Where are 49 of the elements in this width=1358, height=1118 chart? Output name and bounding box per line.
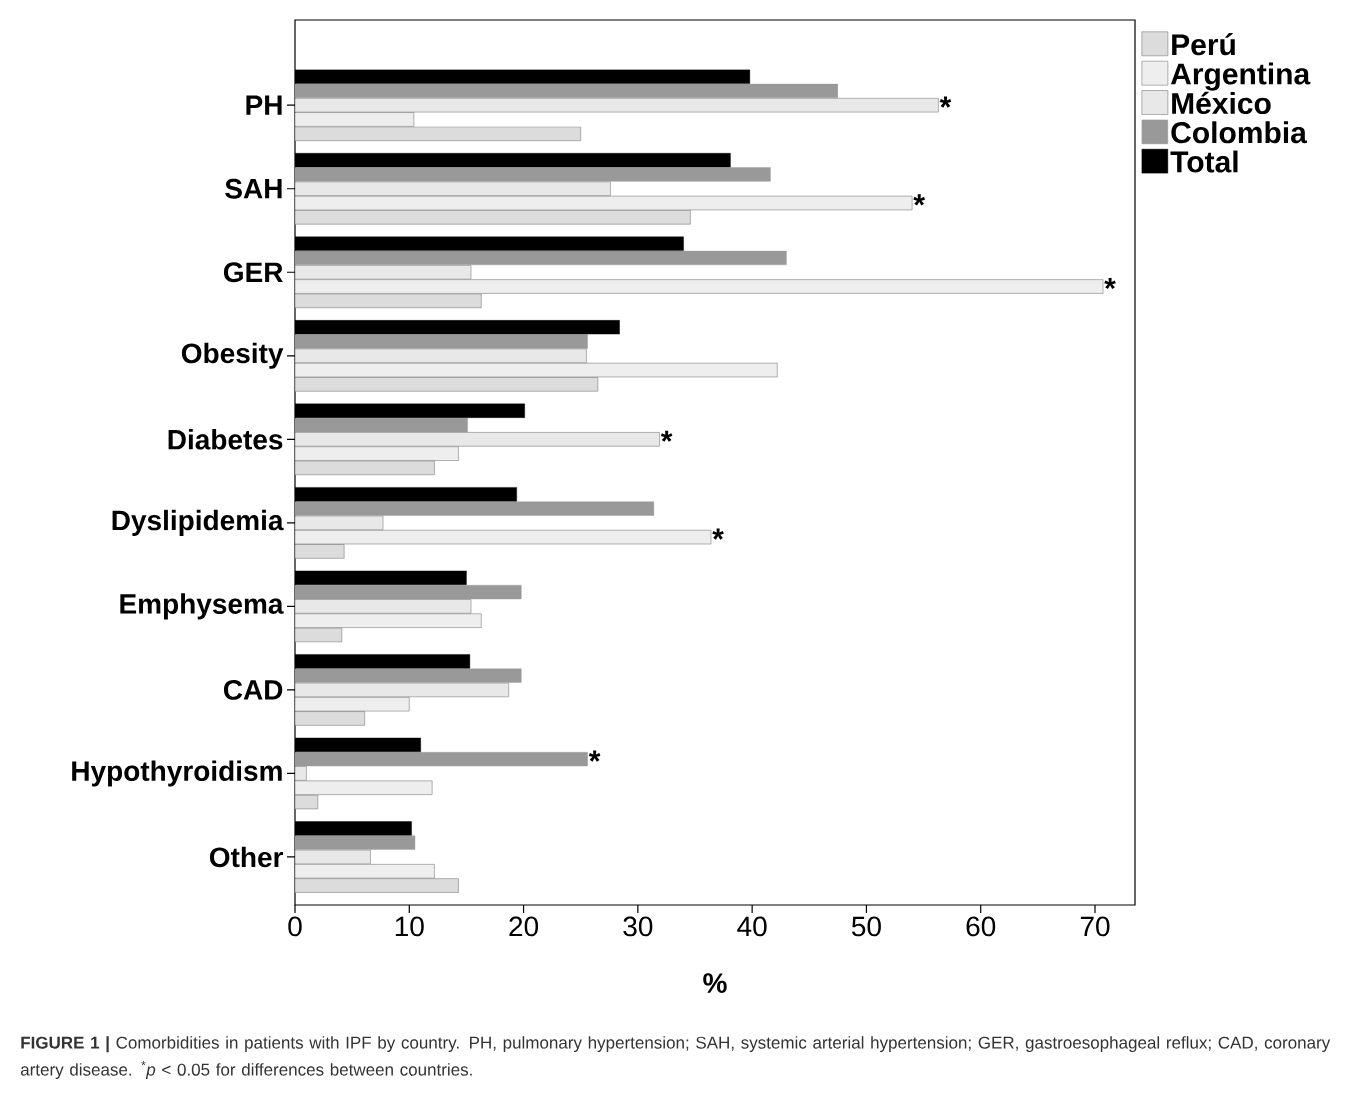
x-tick-label: 20 <box>509 916 539 937</box>
y-tick-label: PH <box>246 95 282 115</box>
bar <box>295 279 1104 294</box>
data-label: * <box>939 96 952 108</box>
bar <box>295 250 787 266</box>
x-tick-label: 30 <box>623 916 653 937</box>
bar <box>295 752 588 767</box>
x-tick-label: 60 <box>966 916 996 937</box>
data-label: * <box>913 194 925 206</box>
x-axis-title: % <box>703 973 727 993</box>
data-label: * <box>588 750 601 762</box>
legend-label: México <box>1172 91 1271 115</box>
x-tick-label: 70 <box>1080 916 1110 937</box>
data-label: * <box>712 528 724 540</box>
bar <box>295 112 415 127</box>
legend-label: Argentina <box>1170 62 1311 91</box>
y-tick-label: Obesity <box>181 342 284 369</box>
bar <box>295 544 345 559</box>
x-tick-label: 50 <box>851 916 881 937</box>
x-tick-label: 0 <box>288 916 302 937</box>
y-tick-label: Emphysema <box>120 593 284 620</box>
bar <box>295 711 366 726</box>
bar <box>295 334 588 349</box>
y-tick-label: Dyslipidemia <box>112 509 284 536</box>
y-tick-label: Diabetes <box>168 429 283 450</box>
bar <box>295 501 655 516</box>
legend-label: Perú <box>1172 33 1235 56</box>
y-tick-label: Other <box>209 846 284 868</box>
text: FIGURE 1 | Comorbidities in patients with IPF by country. PH, pulmonary hypertension; SAH, systemic arterial hypertension; GER, gastroesophageal reflux; CAD, coronary artery disease. $^{*}$p < 0.05 for differences between countries. <box>20 1036 1331 1080</box>
data-label: * <box>660 430 673 442</box>
bar <box>295 585 522 600</box>
legend-label: Colombia <box>1171 121 1308 144</box>
y-tick-label: Hypothyroidism <box>72 760 282 787</box>
x-tick-label: 40 <box>737 916 767 937</box>
x-tick-label: 10 <box>395 916 424 937</box>
bar <box>295 835 416 850</box>
data-label: * <box>1104 277 1116 290</box>
y-tick-label: CAD <box>223 680 283 700</box>
bar <box>295 210 691 225</box>
bar <box>295 668 522 683</box>
bar <box>295 83 839 99</box>
bar <box>295 167 771 182</box>
bar <box>295 417 468 433</box>
legend-label: Total <box>1170 150 1238 173</box>
y-tick-label: SAH <box>225 178 282 199</box>
bar <box>295 181 611 196</box>
y-tick-label: GER <box>223 262 283 283</box>
bar <box>295 377 599 392</box>
bar <box>295 878 459 893</box>
